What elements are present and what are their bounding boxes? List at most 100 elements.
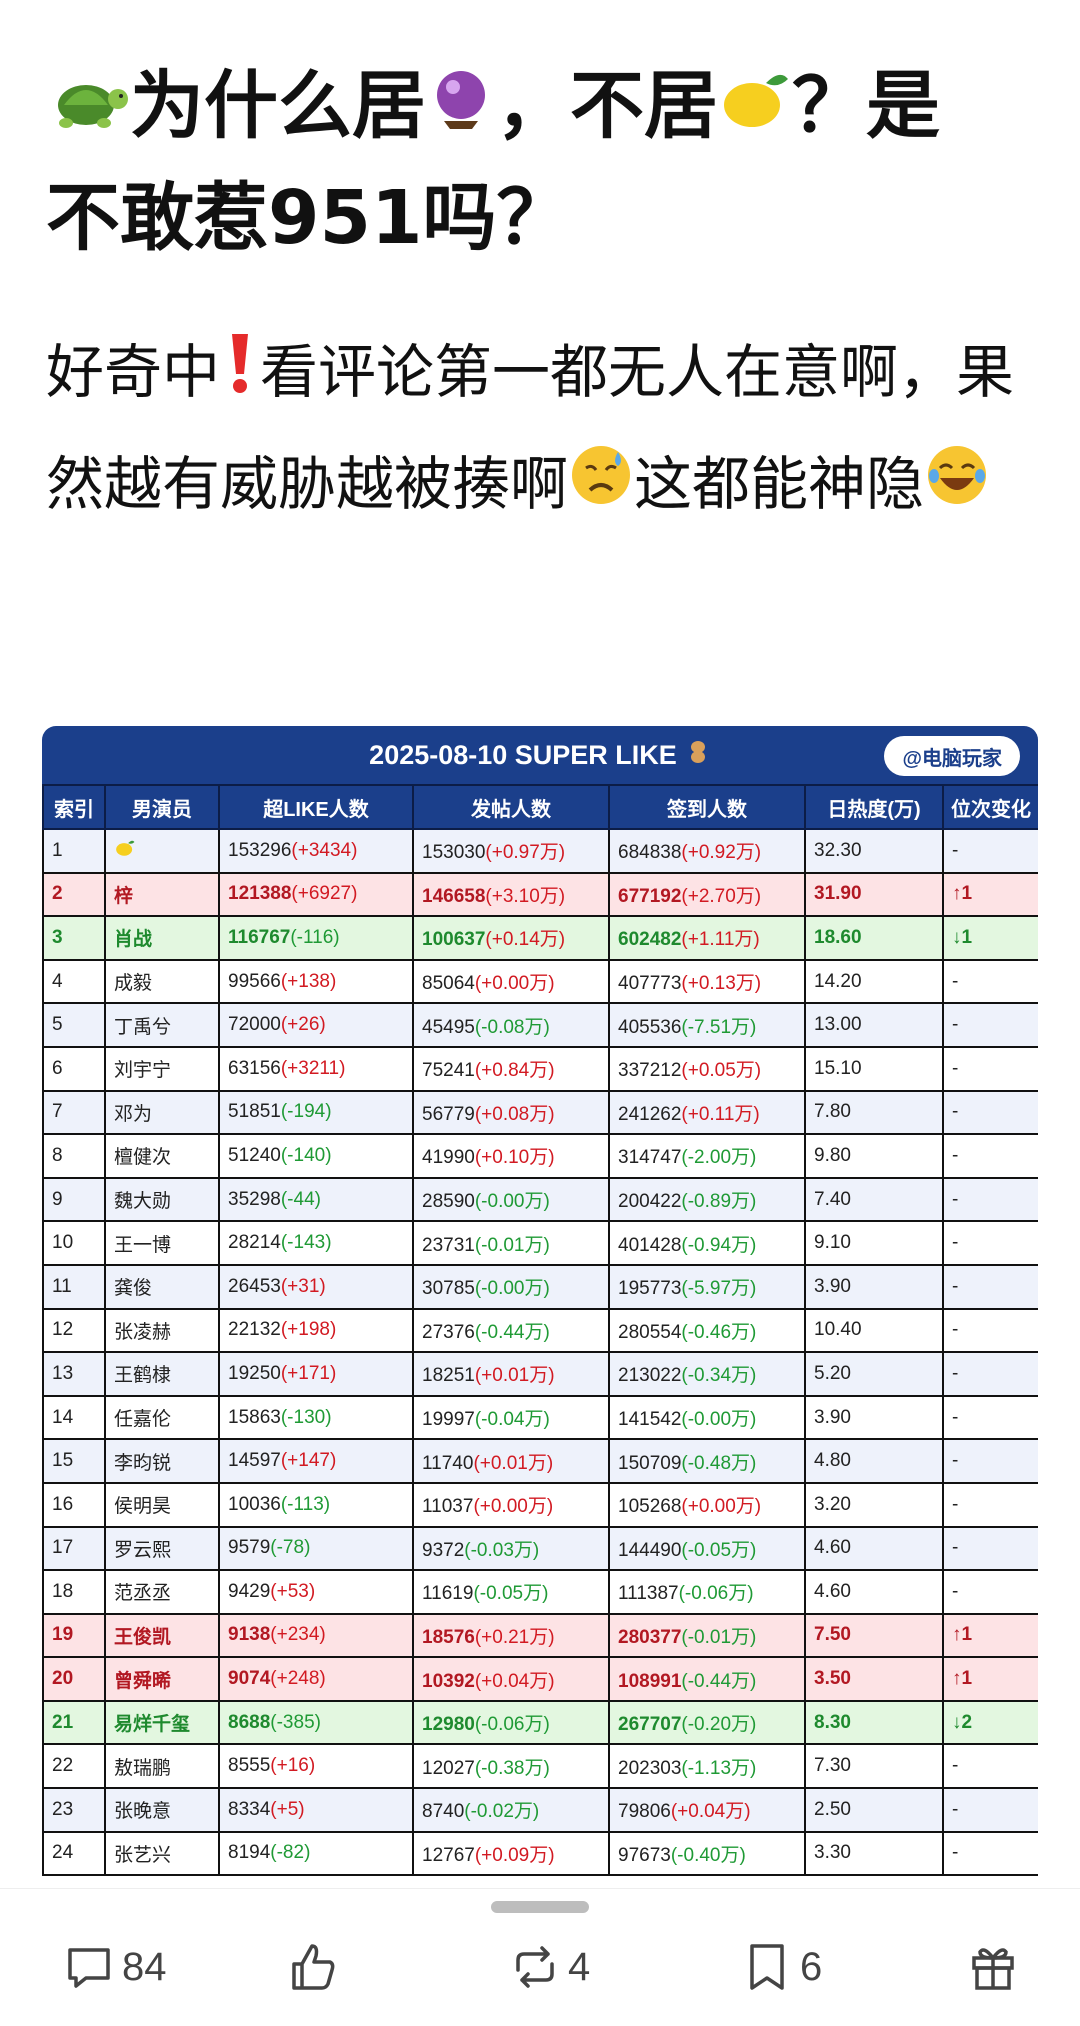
post-count: 11037 [422, 1496, 474, 1518]
rank-change: - [952, 839, 959, 861]
rank-change: ↑1 [952, 1624, 973, 1646]
rank-change: - [952, 1493, 959, 1515]
sign-count: 280554 [618, 1321, 682, 1343]
post-delta: (-0.08万) [474, 1016, 550, 1038]
sign-count: 213022 [618, 1365, 682, 1387]
table-row: 22 敖瑞鹏 8555(+16) 12027(-0.38万) 202303(-1.13万… [42, 1743, 1038, 1790]
post-count: 11740 [422, 1452, 474, 1474]
like-delta: (+5) [270, 1798, 305, 1820]
daily-heat: 3.20 [814, 1493, 851, 1515]
like-button[interactable] [286, 1937, 340, 1997]
column-header: 超LIKE人数 [218, 784, 414, 830]
sign-count: 405536 [618, 1016, 682, 1038]
rank-change: - [952, 1755, 959, 1777]
rank-index: 15 [52, 1450, 74, 1472]
sign-count: 200422 [618, 1191, 682, 1213]
rank-change: - [952, 1014, 959, 1036]
daily-heat: 4.80 [814, 1450, 851, 1472]
comment-button[interactable]: 84 [62, 1937, 167, 1997]
post-delta: (-0.05万) [473, 1583, 549, 1605]
actor-name: 李昀锐 [114, 1452, 172, 1474]
drag-handle[interactable] [491, 1901, 589, 1913]
like-delta: (-143) [280, 1232, 332, 1254]
daily-heat: 3.90 [814, 1406, 851, 1428]
rank-index: 2 [52, 883, 63, 905]
like-count: 72000 [228, 1014, 281, 1036]
like-delta: (+198) [280, 1319, 337, 1341]
like-count: 153296 [228, 839, 292, 861]
rank-index: 16 [52, 1493, 74, 1515]
like-delta: (-385) [270, 1711, 321, 1733]
repost-button[interactable]: 4 [508, 1937, 590, 1997]
post-delta: (+0.14万) [485, 929, 566, 951]
like-delta: (+3434) [291, 839, 358, 861]
daily-heat: 5.20 [814, 1362, 851, 1384]
rank-index: 22 [52, 1755, 74, 1777]
table-row: 21 易烊千玺 8688(-385) 12980(-0.06万) 267707(-0.2… [42, 1699, 1038, 1746]
actor-name: 王俊凯 [114, 1626, 172, 1648]
actor-name: 檀健次 [114, 1147, 172, 1169]
post-count: 28590 [422, 1191, 475, 1213]
like-icon [292, 1944, 335, 1990]
rank-change: - [952, 1319, 959, 1341]
like-count: 51851 [228, 1101, 281, 1123]
ranking-table: 索引 男演员 超LIKE人数 发帖人数 签到人数 日热度(万) 位次变化 1 153296(+… [42, 784, 1038, 1877]
sign-delta: (+0.00万) [681, 1496, 762, 1518]
post-delta: (+0.01万) [473, 1452, 554, 1474]
post-delta: (+0.04万) [474, 1670, 555, 1692]
actor-name: 张晚意 [114, 1801, 172, 1823]
like-count: 9074 [228, 1668, 271, 1690]
rank-change: ↑1 [952, 883, 973, 905]
gift-button[interactable] [966, 1937, 1020, 1997]
sign-count: 79806 [618, 1801, 671, 1823]
post-count: 9372 [422, 1539, 465, 1561]
rank-index: 11 [52, 1275, 72, 1297]
daily-heat: 3.90 [814, 1275, 851, 1297]
actor-name: 肖战 [114, 929, 153, 951]
post-count: 8740 [422, 1801, 465, 1823]
daily-heat: 31.90 [814, 883, 862, 905]
post-delta: (-0.44万) [474, 1321, 550, 1343]
post-delta: (+0.97万) [485, 842, 566, 864]
table-row: 19 王俊凯 9138(+234) 18576(+0.21万) 280377(-0.01… [42, 1612, 1038, 1659]
table-row: 20 曾舜晞 9074(+248) 10392(+0.04万) 108991(-0.44… [42, 1656, 1038, 1702]
post-delta: (+0.10万) [474, 1147, 555, 1169]
rank-index: 10 [52, 1232, 74, 1254]
repost-count: 4 [568, 1944, 591, 1989]
gift-icon [972, 1948, 1014, 1990]
sign-delta: (-0.06万) [678, 1583, 754, 1605]
sign-count: 105268 [618, 1496, 682, 1518]
sign-count: 337212 [618, 1060, 682, 1082]
sign-count: 401428 [618, 1234, 682, 1256]
like-count: 28214 [228, 1232, 281, 1254]
favorite-button[interactable]: 6 [740, 1937, 822, 1997]
actor-name: 魏大勋 [114, 1191, 172, 1213]
like-delta: (+138) [280, 970, 337, 992]
favorite-count: 6 [800, 1944, 823, 1989]
rank-change: ↑1 [952, 1668, 973, 1690]
table-title: 2025-08-10 SUPER LIKE [369, 739, 677, 770]
sign-delta: (+0.92万) [681, 842, 762, 864]
sign-delta: (-0.34万) [681, 1365, 757, 1387]
like-count: 9579 [228, 1537, 271, 1559]
post-delta: (+0.09万) [474, 1844, 555, 1866]
rank-index: 5 [52, 1014, 63, 1036]
sign-delta: (-0.94万) [681, 1234, 757, 1256]
daily-heat: 7.80 [814, 1101, 851, 1123]
actor-name: 侯明昊 [114, 1496, 172, 1518]
actor-name: 梓 [114, 885, 134, 907]
daily-heat: 8.30 [814, 1711, 851, 1733]
sign-delta: (-0.05万) [681, 1539, 757, 1561]
like-delta: (+6927) [291, 883, 358, 905]
actor-name: 罗云熙 [114, 1539, 172, 1561]
post-delta: (-0.03万) [464, 1539, 540, 1561]
ranking-table-image[interactable]: 2025-08-10 SUPER LIKE @电脑玩家 索引 男演员 超LIKE人数… [42, 726, 1038, 1894]
like-count: 8194 [228, 1842, 271, 1864]
rank-index: 12 [52, 1319, 74, 1341]
sign-delta: (-0.46万) [681, 1321, 757, 1343]
rank-index: 9 [52, 1188, 63, 1210]
daily-heat: 10.40 [814, 1319, 862, 1341]
rank-index: 13 [52, 1362, 74, 1384]
like-delta: (+31) [280, 1275, 326, 1297]
like-delta: (+26) [280, 1014, 326, 1036]
